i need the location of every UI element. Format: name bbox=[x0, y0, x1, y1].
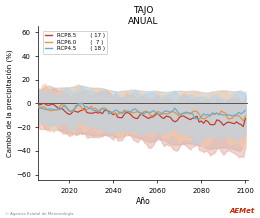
Text: © Agencia Estatal de Meteorología: © Agencia Estatal de Meteorología bbox=[5, 212, 74, 216]
Text: AEMet: AEMet bbox=[230, 208, 255, 214]
Legend: RCP8.5        ( 17 ), RCP6.0        (  7 ), RCP4.5        ( 18 ): RCP8.5 ( 17 ), RCP6.0 ( 7 ), RCP4.5 ( 18… bbox=[43, 31, 107, 54]
Y-axis label: Cambio de la precipitación (%): Cambio de la precipitación (%) bbox=[5, 50, 13, 157]
X-axis label: Año: Año bbox=[136, 197, 150, 206]
Title: TAJO
ANUAL: TAJO ANUAL bbox=[128, 5, 158, 26]
